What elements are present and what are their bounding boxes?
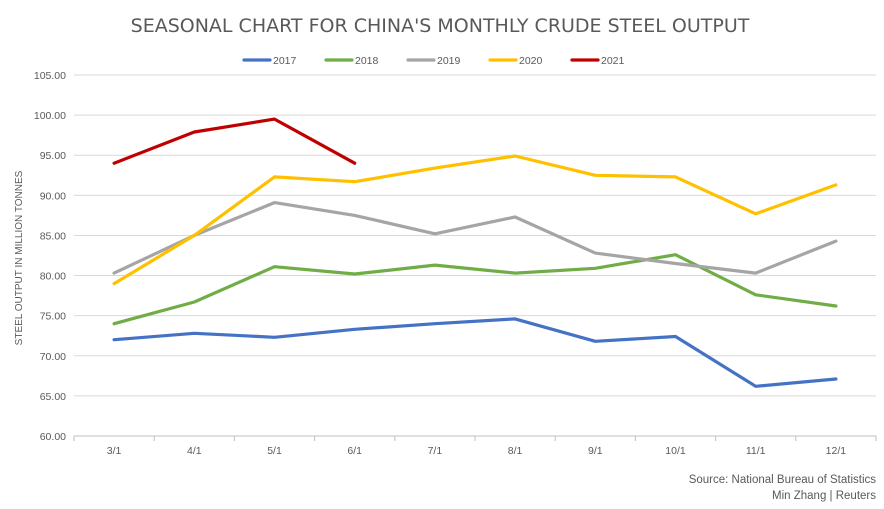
- y-axis-label: STEEL OUTPUT IN MILLION TONNES: [14, 170, 25, 345]
- author-credit: Min Zhang | Reuters: [772, 490, 876, 502]
- series-line-2020: [112, 154, 838, 286]
- legend-label: 2018: [355, 55, 379, 67]
- x-tick-label: 4/1: [187, 445, 202, 457]
- x-tick-label: 7/1: [428, 445, 443, 457]
- x-tick-label: 10/1: [665, 445, 686, 457]
- legend-label: 2020: [519, 55, 543, 67]
- series-line-2021: [112, 117, 357, 165]
- y-tick-label: 105.00: [34, 70, 66, 82]
- x-tick-label: 5/1: [267, 445, 282, 457]
- x-tick-labels: 3/1 4/1 5/1 6/1 7/1 8/1 9/1 10/1 11/1 12/1: [73, 435, 877, 457]
- legend: 2017 2018 2019 2020 2021: [242, 55, 625, 67]
- y-tick-label: 85.00: [40, 230, 66, 242]
- legend-label: 2019: [437, 55, 461, 67]
- chart-title: SEASONAL CHART FOR CHINA'S MONTHLY CRUDE…: [131, 15, 750, 37]
- x-tick-label: 11/1: [746, 445, 766, 457]
- x-tick-label: 8/1: [508, 445, 523, 457]
- x-tick-label: 12/1: [826, 445, 847, 457]
- series-lines: [112, 117, 838, 388]
- y-tick-label: 100.00: [34, 110, 66, 122]
- series-line-2019: [112, 201, 838, 275]
- legend-label: 2021: [601, 55, 625, 67]
- y-tick-label: 95.00: [40, 150, 66, 162]
- y-tick-labels: 60.00 65.00 70.00 75.00 80.00 85.00 90.00 95.00…: [34, 70, 66, 443]
- y-tick-label: 80.00: [40, 271, 66, 283]
- y-tick-label: 60.00: [40, 431, 66, 443]
- series-line-2018: [112, 253, 838, 326]
- y-tick-label: 75.00: [40, 311, 66, 323]
- x-tick-label: 6/1: [347, 445, 362, 457]
- source-credit: Source: National Bureau of Statistics: [689, 474, 877, 486]
- legend-label: 2017: [273, 55, 297, 67]
- gridlines: [74, 74, 876, 437]
- series-line-2017: [112, 317, 838, 388]
- x-tick-label: 9/1: [588, 445, 603, 457]
- y-tick-label: 90.00: [40, 190, 66, 202]
- y-tick-label: 70.00: [40, 351, 66, 363]
- x-tick-label: 3/1: [107, 445, 122, 457]
- y-tick-label: 65.00: [40, 391, 66, 403]
